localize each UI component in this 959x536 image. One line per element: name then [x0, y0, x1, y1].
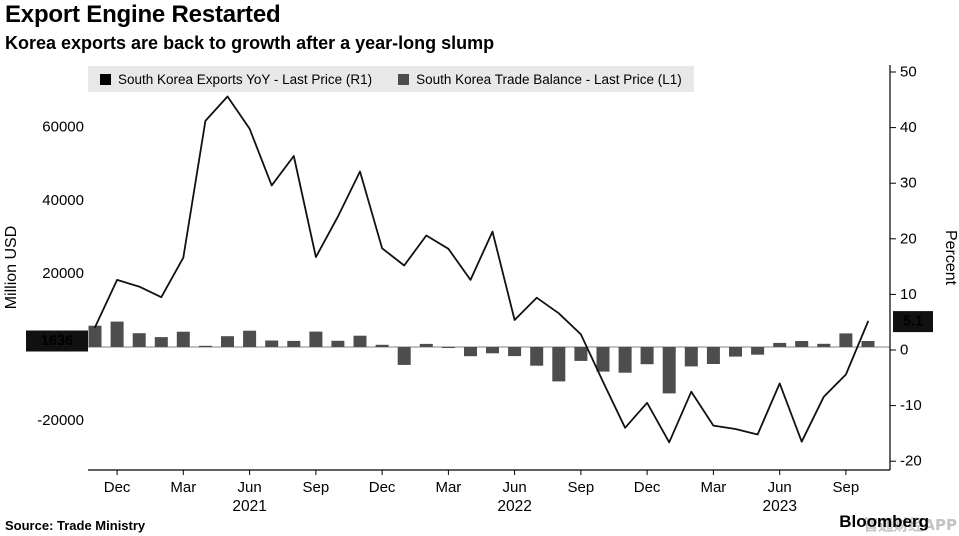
svg-text:5.1: 5.1 [903, 314, 923, 330]
x-axis-tick-label: Mar [170, 479, 196, 496]
x-axis-tick-label: Sep [303, 479, 330, 496]
trade-balance-bar [198, 345, 212, 347]
trade-balance-bar [221, 336, 234, 347]
trade-balance-bar [375, 344, 389, 347]
exports-line-swatch [100, 73, 111, 85]
trade-balance-bar [309, 331, 323, 347]
trade-balance-bar [706, 347, 720, 364]
trade-balance-bar [751, 347, 765, 355]
right-axis-tick-label: 20 [900, 230, 917, 247]
legend-item-exports: South Korea Exports YoY - Last Price (R1… [100, 72, 372, 87]
trade-balance-bar [508, 347, 522, 357]
trade-balance-bar [419, 343, 433, 347]
x-axis-year-label: 2021 [232, 498, 266, 515]
trade-balance-bar [441, 347, 455, 348]
watermark-text: 智通财经APP [863, 516, 957, 534]
trade-balance-bar [773, 342, 787, 347]
right-last-price-badge: 5.1 [893, 311, 933, 333]
right-axis-tick-label: -20 [900, 453, 922, 470]
trade-balance-bar [640, 347, 654, 365]
trade-balance-bar [574, 347, 588, 361]
trade-balance-bar [817, 343, 831, 347]
right-axis-tick-label: 10 [900, 286, 917, 303]
page-subtitle: Korea exports are back to growth after a… [5, 33, 495, 53]
trade-balance-bar [618, 347, 632, 373]
trade-balance-bar [397, 347, 411, 365]
trade-balance-bar [287, 340, 301, 347]
trade-balance-bar [662, 347, 676, 394]
trade-balance-bar [88, 325, 102, 347]
x-axis-tick-label: Dec [104, 479, 131, 496]
x-axis-tick-label: Jun [238, 479, 262, 496]
trade-balance-bar [464, 347, 477, 357]
right-axis-tick-label: 30 [900, 175, 917, 192]
page-title: Export Engine Restarted [5, 1, 281, 28]
trade-balance-bar [596, 347, 610, 372]
x-axis-tick-label: Dec [369, 479, 396, 496]
exports-yoy-line [94, 95, 869, 444]
trade-balance-bar [795, 341, 809, 347]
legend-label-exports: South Korea Exports YoY - Last Price (R1… [118, 71, 373, 87]
x-axis-tick-label: Mar [700, 479, 726, 496]
left-axis-tick-label: 40000 [42, 192, 84, 209]
trade-balance-bar [552, 347, 566, 382]
right-axis-tick-label: 50 [900, 64, 917, 81]
trade-balance-bar [530, 347, 544, 366]
legend-item-trade-balance: South Korea Trade Balance - Last Price (… [398, 72, 682, 87]
trade-balance-bar [486, 347, 499, 354]
trade-balance-bar [110, 321, 124, 347]
trade-balance-bar [684, 347, 698, 367]
trade-balance-bar [839, 333, 853, 347]
x-axis-tick-label: Dec [634, 479, 661, 496]
x-axis-tick-label: Sep [568, 479, 595, 496]
trade-balance-bar-swatch [398, 73, 410, 85]
right-axis-title: Percent [942, 230, 959, 286]
x-axis-tick-label: Jun [768, 479, 792, 496]
x-axis-tick-label: Sep [833, 479, 860, 496]
trade-balance-bar [861, 341, 875, 347]
trade-balance-bar [243, 330, 257, 347]
x-axis-year-label: 2022 [497, 498, 531, 515]
trade-balance-bar [176, 331, 190, 347]
x-axis-year-label: 2023 [762, 498, 796, 515]
svg-text:1636: 1636 [41, 333, 73, 349]
x-axis-tick-label: Jun [503, 479, 527, 496]
left-axis-tick-label: 60000 [42, 119, 84, 136]
trade-balance-bar [132, 333, 146, 347]
left-axis-tick-label: 20000 [42, 265, 84, 282]
trade-balance-bar [265, 340, 279, 347]
left-last-price-badge: 1636 [26, 330, 88, 352]
trade-balance-bar [154, 337, 168, 347]
left-axis-title: Million USD [3, 226, 20, 310]
left-axis-tick-label: -20000 [37, 412, 84, 429]
trade-balance-bar [729, 347, 742, 357]
x-axis-tick-label: Mar [435, 479, 461, 496]
source-note: Source: Trade Ministry [5, 518, 146, 533]
right-axis-tick-label: 0 [900, 342, 908, 359]
trade-balance-bar [353, 335, 367, 347]
right-axis-tick-label: 40 [900, 119, 917, 136]
bloomberg-logo: Bloomberg [839, 512, 929, 531]
right-axis-tick-label: -10 [900, 397, 922, 414]
chart-legend: South Korea Exports YoY - Last Price (R1… [88, 66, 694, 92]
legend-label-trade-balance: South Korea Trade Balance - Last Price (… [416, 71, 682, 87]
trade-balance-bar [331, 340, 345, 347]
chart-canvas: 50 40 30 20 10 0 -10 -20 60000 40000 20000 -20000 De… [3, 64, 959, 516]
